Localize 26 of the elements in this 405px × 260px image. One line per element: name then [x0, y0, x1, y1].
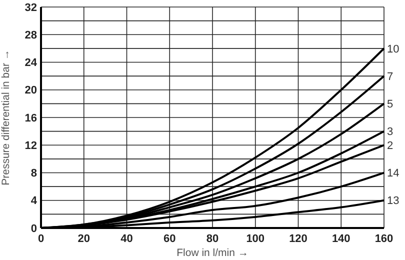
series-label: 10	[387, 43, 400, 56]
x-tick-label: 160	[374, 233, 394, 245]
y-tick-label: 28	[24, 29, 37, 42]
y-axis-title: Pressure differential in bar →	[0, 50, 12, 186]
y-tick-label: 24	[24, 57, 38, 70]
y-tick-label: 16	[24, 112, 37, 124]
y-tick-label: 32	[24, 2, 37, 14]
y-tick-label: 12	[24, 140, 37, 152]
series-label: 3	[387, 126, 394, 138]
x-tick-label: 120	[289, 233, 308, 245]
y-tick-label: 20	[24, 84, 37, 97]
y-tick-label: 4	[30, 195, 38, 208]
series-label: 7	[387, 70, 394, 83]
x-axis-title: Flow in l/min →	[176, 247, 248, 259]
x-tick-label: 80	[206, 233, 219, 245]
x-tick-label: 40	[120, 233, 133, 245]
series-label: 5	[387, 98, 394, 111]
y-tick-label: 8	[30, 168, 37, 180]
series-label: 13	[387, 195, 400, 208]
x-tick-label: 60	[164, 233, 176, 245]
x-tick-label: 140	[332, 233, 350, 245]
series-label: 14	[387, 168, 400, 180]
x-tick-label: 20	[78, 233, 90, 245]
y-tick-label: 0	[30, 222, 37, 235]
x-tick-label: 100	[246, 233, 265, 245]
series-label: 2	[387, 140, 394, 152]
